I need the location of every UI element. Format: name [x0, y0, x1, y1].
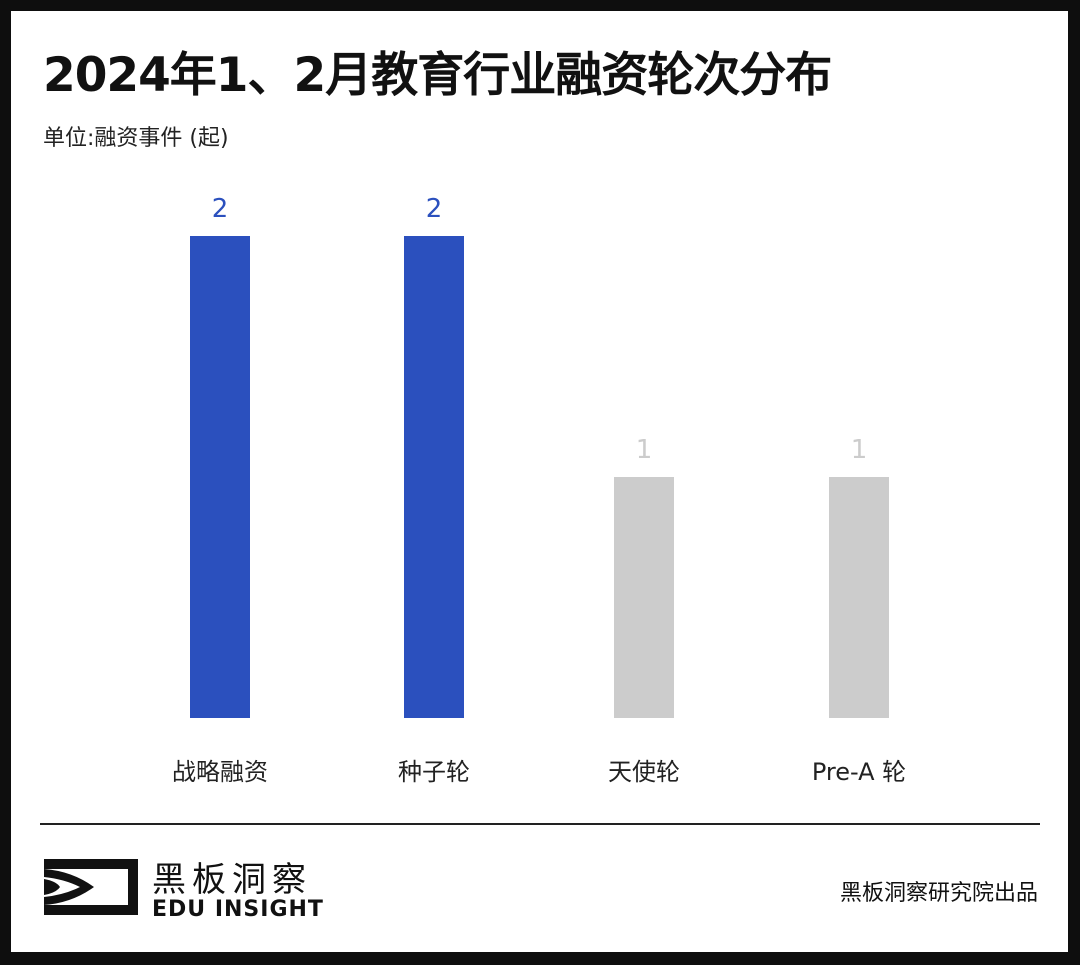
unit-label: 单位:融资事件 (起): [43, 126, 229, 151]
data-label-1: 2: [426, 194, 443, 224]
data-label-3: 1: [851, 435, 868, 465]
data-label-2: 1: [636, 435, 653, 465]
category-label-2: 天使轮: [608, 758, 680, 786]
data-label-0: 2: [212, 194, 229, 224]
category-label-0: 战略融资: [172, 758, 268, 786]
category-label-3: Pre-A 轮: [812, 758, 906, 786]
footer-divider: [40, 823, 1040, 825]
logo-english-text: EDU INSIGHT: [152, 897, 324, 922]
bar-1: [404, 236, 464, 718]
chart-card: [11, 11, 1068, 952]
eye-logo-icon: [44, 859, 138, 915]
chart-title: 2024年1、2月教育行业融资轮次分布: [43, 48, 832, 103]
bar-chart: 2 战略融资 2 种子轮 1 天使轮 1 Pre-A 轮: [172, 194, 906, 786]
logo-chinese-text: 黑板洞察: [152, 860, 312, 900]
bar-0: [190, 236, 250, 718]
category-label-1: 种子轮: [398, 758, 470, 786]
credit-text: 黑板洞察研究院出品: [839, 881, 1038, 906]
bar-3: [829, 477, 889, 718]
bar-2: [614, 477, 674, 718]
